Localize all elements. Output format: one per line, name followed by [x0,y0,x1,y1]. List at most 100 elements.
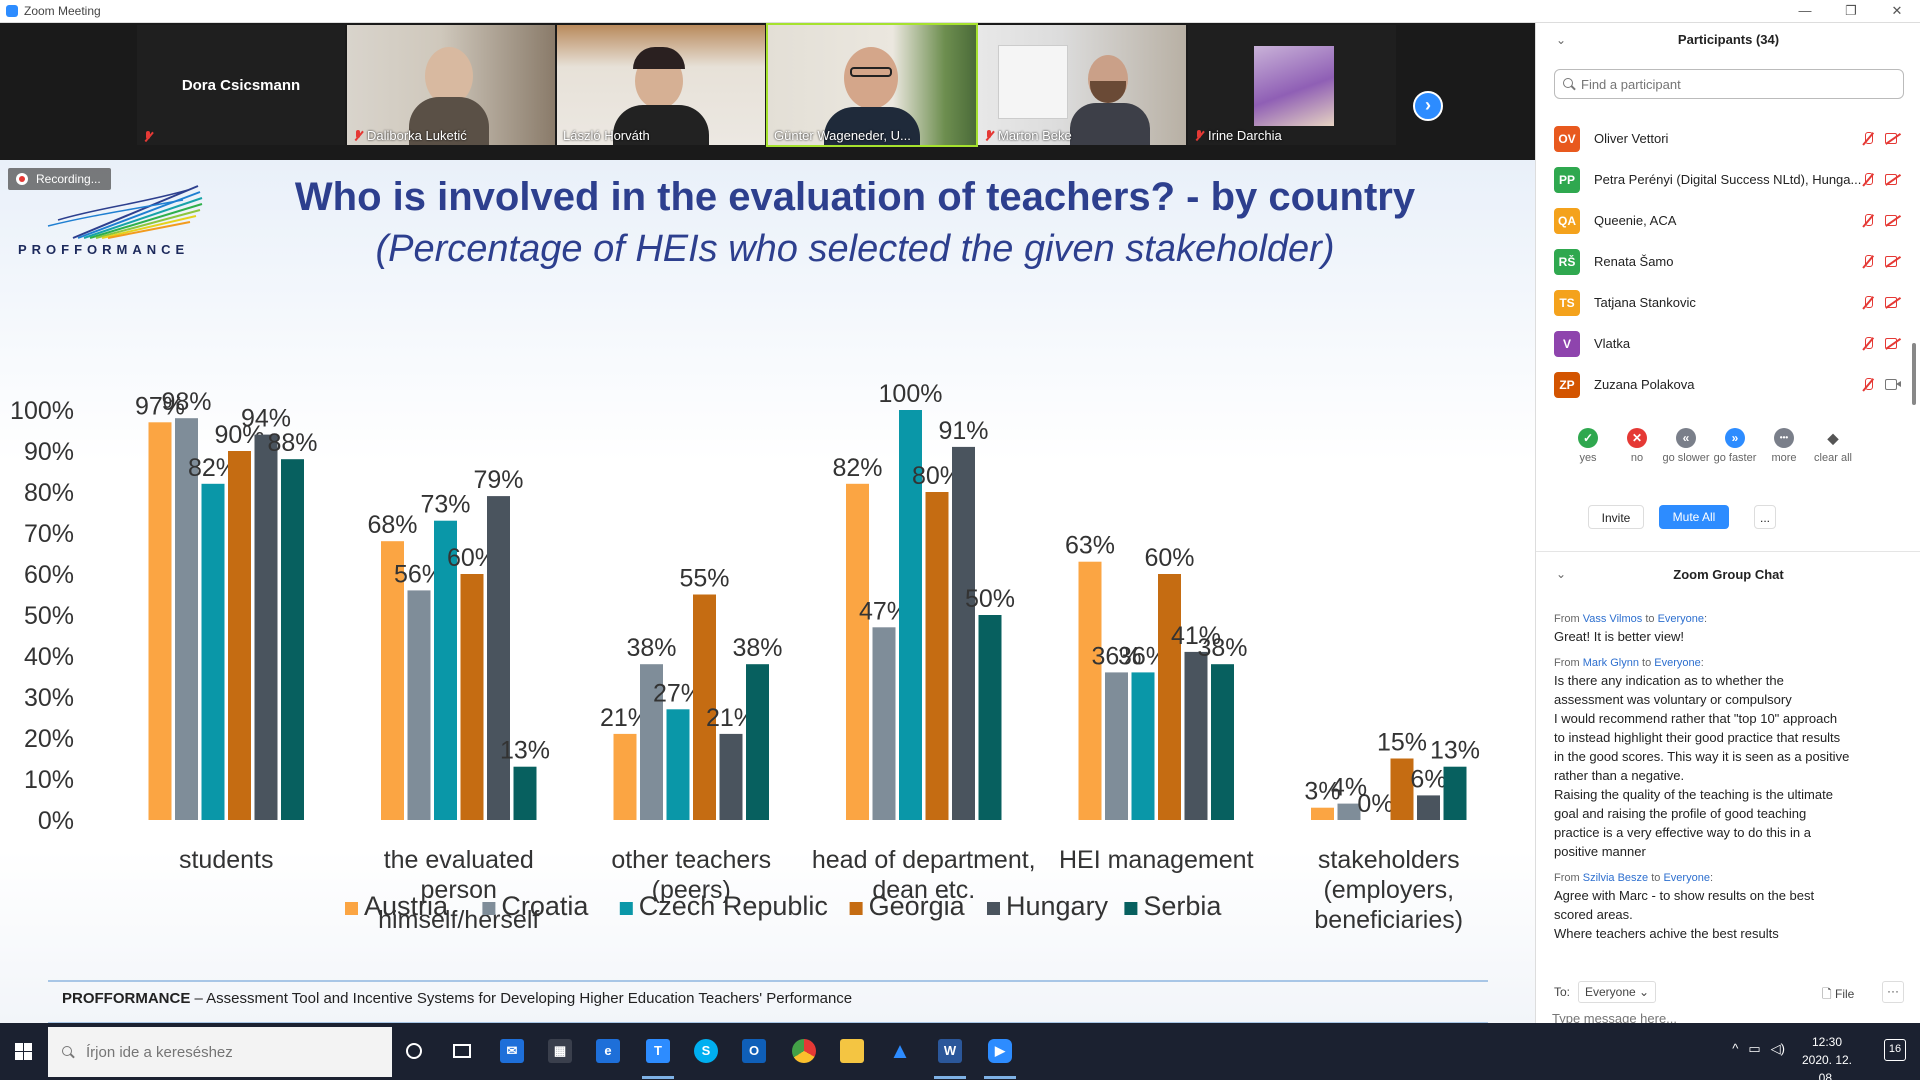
network-icon[interactable]: ▭ [1748,1041,1761,1056]
collapse-chat-chevron-icon[interactable]: ⌄ [1556,567,1567,581]
reaction-go-faster[interactable]: » go faster [1705,428,1765,478]
bar-hungary [1417,795,1440,820]
video-tile-gunter[interactable]: Günter Wageneder, U... [766,23,978,147]
video-tile-marton[interactable]: Marton Beke [978,25,1186,145]
cortana-icon[interactable] [396,1033,432,1069]
chat-message-text: Great! It is better view! [1554,629,1685,644]
participant-avatar: ZP [1554,371,1580,398]
participants-scrollbar[interactable] [1912,343,1916,405]
participant-name: Zuzana Polakova [1594,377,1695,392]
reaction-clear-all[interactable]: ◆ clear all [1814,428,1852,464]
restore-button[interactable]: ❐ [1845,3,1857,18]
skype-app-icon[interactable]: S [688,1033,724,1069]
participant-row[interactable]: RŠ Renata Šamo [1536,241,1920,282]
taskbar-clock[interactable]: 12:30 2020. 12. 08. [1801,1035,1853,1080]
more-options-button[interactable]: ... [1754,505,1776,529]
word-app-icon[interactable]: W [932,1033,968,1079]
legend-swatch [1124,902,1138,915]
edge-browser-icon[interactable]: e [590,1033,626,1069]
participant-row[interactable]: TS Tatjana Stankovic [1536,282,1920,323]
mute-all-button[interactable]: Mute All [1659,505,1729,529]
bar-georgia [228,451,251,820]
sender-name[interactable]: Szilvia Besze [1582,872,1649,884]
recipient-name[interactable]: Everyone [1657,613,1705,625]
zoom-app-icon[interactable]: ▶ [982,1033,1018,1079]
video-gallery-strip: Dora Csicsmann Daliborka Luketić László … [0,23,1535,160]
reaction-no[interactable]: ✕ no [1607,428,1667,478]
participant-label: Günter Wageneder, U... [774,128,911,143]
slide-title: Who is involved in the evaluation of tea… [294,175,1416,219]
video-tile-daliborka[interactable]: Daliborka Luketić [347,25,555,145]
video-tile-irine[interactable]: Irine Darchia [1188,25,1396,145]
legend-label: Czech Republic [639,891,828,921]
participant-search-box[interactable] [1554,69,1904,99]
bar-czech-republic [666,709,690,820]
store-app-icon[interactable]: ▦ [542,1033,578,1069]
muted-mic-icon [1861,214,1875,228]
bar-hungary [1184,651,1208,820]
participant-row[interactable]: PP Petra Perényi (Digital Success NLtd), … [1536,159,1920,200]
participant-row[interactable]: OV Oliver Vettori [1536,118,1920,159]
azure-app-icon[interactable]: ▲ [889,1038,911,1063]
file-button[interactable]: 🗋 File [1822,987,1855,1001]
chat-more-button[interactable]: ··· [1882,981,1904,1003]
chat-message-input[interactable] [1552,1011,1882,1026]
teams-app-icon[interactable]: T [640,1033,676,1079]
recipient-dropdown[interactable]: Everyone ⌄ [1578,981,1657,1003]
gallery-next-arrow-icon[interactable]: › [1413,91,1443,121]
video-feed [347,25,555,145]
bar-serbia [1443,766,1467,820]
chat-messages: From Vass Vilmos to Everyone: Great! It i… [1554,611,1904,952]
reaction-yes[interactable]: ✓ yes [1558,428,1618,478]
muted-mic-icon [143,131,153,143]
participant-row[interactable]: V Vlatka [1536,323,1920,364]
category-label: students [179,846,274,874]
bar-serbia [513,766,537,820]
camera-off-icon [1885,214,1901,226]
taskbar-search-box[interactable] [48,1027,392,1077]
reaction-more[interactable]: ••• more [1754,428,1814,478]
minimize-button[interactable]: — [1798,3,1812,18]
bar-czech-republic [1131,672,1155,820]
sender-name[interactable]: Vass Vilmos [1582,613,1643,625]
recipient-name[interactable]: Everyone [1663,872,1710,884]
muted-mic-icon [1861,337,1875,351]
outlook-app-icon[interactable]: O [736,1033,772,1069]
window-title: Zoom Meeting [24,4,101,18]
bar-value-label: 73% [420,491,470,519]
bar-georgia [925,492,949,820]
close-button[interactable]: ✕ [1891,3,1903,18]
bar-value-label: 79% [473,466,523,494]
volume-icon[interactable]: ◁) [1770,1041,1785,1056]
participant-search-input[interactable] [1581,76,1881,92]
tray-expand-icon[interactable]: ^ [1732,1041,1739,1056]
start-button[interactable] [0,1023,48,1080]
notification-center-icon[interactable]: 16 [1884,1039,1906,1061]
reaction-go-slower[interactable]: «go slower [1656,428,1716,478]
bar-hungary [719,733,743,820]
mail-app-icon[interactable]: ✉ [494,1033,530,1069]
windows-logo-icon [15,1043,32,1060]
video-tile-laszlo[interactable]: László Horváth [557,25,765,145]
category-label: beneficiaries) [1314,906,1463,934]
video-feed [978,25,1186,145]
participant-row[interactable]: ZP Zuzana Polakova [1536,364,1920,405]
recipient-name[interactable]: Everyone [1654,657,1701,669]
participant-row[interactable]: QA Queenie, ACA [1536,200,1920,241]
video-tile-dora[interactable]: Dora Csicsmann [137,25,345,145]
file-explorer-icon[interactable] [834,1033,870,1069]
y-tick-label: 80% [24,479,74,507]
collapse-participants-chevron-icon[interactable]: ⌄ [1556,33,1567,47]
to-label: To: [1554,985,1571,999]
stakeholder-bar-chart: 0% 10% 20% 30% 40% 50% 60% 70% 80% 90% 100% 97%98% 8… [10,380,1480,934]
recording-indicator[interactable]: Recording... [8,168,111,190]
chrome-browser-icon[interactable] [786,1033,822,1069]
task-view-icon[interactable] [444,1033,480,1069]
y-tick-label: 90% [24,438,74,466]
participant-avatar: RŠ [1554,248,1580,275]
bar-value-label: 3% [1304,778,1340,806]
sender-name[interactable]: Mark Glynn [1582,657,1639,669]
taskbar-search-input[interactable] [86,1043,366,1061]
invite-button[interactable]: Invite [1588,505,1644,529]
bar-value-label: 13% [500,737,550,765]
